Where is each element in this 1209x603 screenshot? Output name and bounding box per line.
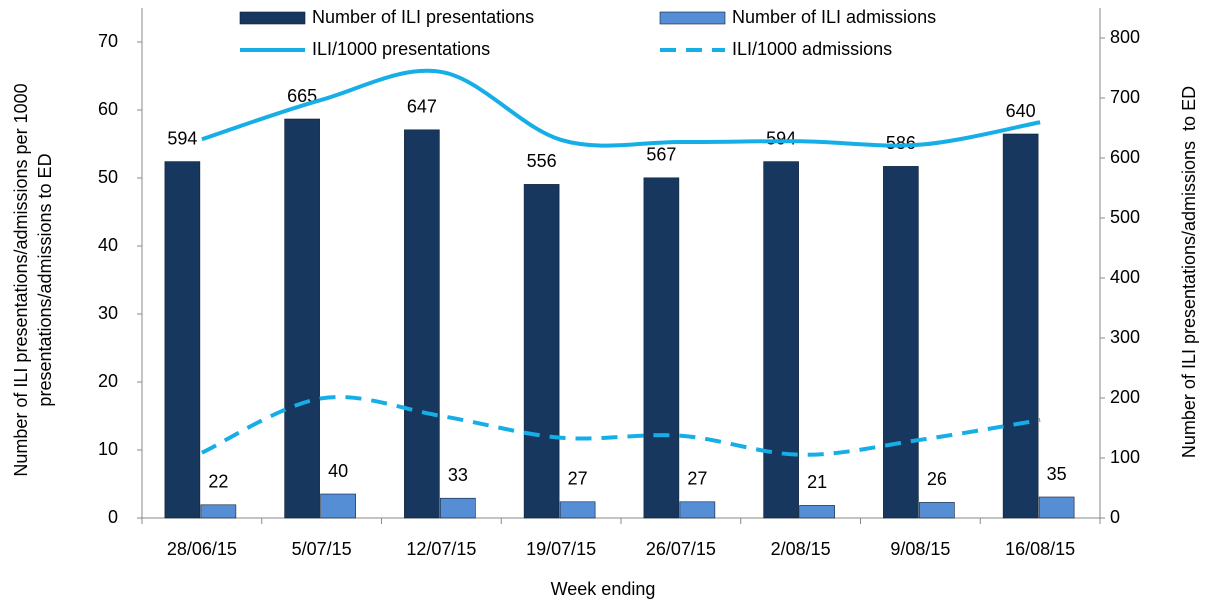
bar — [1038, 496, 1075, 519]
y-tick-label: 10 — [98, 439, 118, 459]
y-axis-title: Number of ILI presentations/admissions p… — [11, 83, 31, 476]
data-label: 40 — [328, 461, 348, 481]
y2-tick-label: 400 — [1110, 267, 1140, 287]
bar — [559, 501, 596, 519]
line — [201, 68, 1041, 148]
y2-tick-label: 800 — [1110, 27, 1140, 47]
data-label: 556 — [527, 151, 557, 171]
data-label: 567 — [646, 145, 676, 165]
bar — [404, 129, 440, 519]
data-label: 27 — [568, 469, 588, 489]
y2-tick-label: 200 — [1110, 387, 1140, 407]
data-label: 594 — [766, 128, 796, 148]
bar — [523, 184, 560, 519]
y-tick-label: 70 — [98, 31, 118, 51]
data-label: 22 — [208, 472, 228, 492]
bar — [1002, 133, 1039, 519]
y-tick-label: 0 — [108, 507, 118, 527]
data-label: 640 — [1006, 101, 1036, 121]
legend-label: Number of ILI admissions — [732, 7, 936, 27]
bar — [763, 161, 799, 519]
legend-label: ILI/1000 admissions — [732, 39, 892, 59]
data-label: 647 — [407, 97, 437, 117]
bar — [679, 501, 716, 519]
bar — [284, 118, 320, 519]
data-label: 33 — [448, 465, 468, 485]
x-tick-label: 9/08/15 — [890, 539, 950, 559]
y2-tick-label: 0 — [1110, 507, 1120, 527]
data-label: 21 — [807, 472, 827, 492]
y2-tick-label: 300 — [1110, 327, 1140, 347]
bar — [919, 502, 955, 519]
legend-label: Number of ILI presentations — [312, 7, 534, 27]
bar — [643, 177, 680, 519]
line — [201, 395, 1041, 457]
y-tick-label: 50 — [98, 167, 118, 187]
bar — [440, 497, 476, 519]
x-axis-title: Week ending — [551, 579, 656, 599]
y2-tick-label: 700 — [1110, 87, 1140, 107]
x-tick-label: 28/06/15 — [167, 539, 237, 559]
x-tick-label: 19/07/15 — [526, 539, 596, 559]
data-label: 586 — [886, 133, 916, 153]
x-tick-label: 12/07/15 — [406, 539, 476, 559]
y-axis-title: presentations/admissions to ED — [35, 153, 55, 406]
legend-swatch — [659, 11, 726, 25]
data-label: 27 — [687, 469, 707, 489]
legend-label: ILI/1000 presentations — [312, 39, 490, 59]
data-label: 594 — [167, 128, 197, 148]
x-tick-label: 26/07/15 — [646, 539, 716, 559]
data-label: 665 — [287, 86, 317, 106]
data-label: 26 — [927, 469, 947, 489]
bar — [164, 161, 201, 519]
bar — [883, 166, 919, 519]
y2-tick-label: 500 — [1110, 207, 1140, 227]
x-tick-label: 5/07/15 — [292, 539, 352, 559]
y2-tick-label: 100 — [1110, 447, 1140, 467]
bar — [320, 493, 356, 519]
y-tick-label: 20 — [98, 371, 118, 391]
x-tick-label: 2/08/15 — [771, 539, 831, 559]
y-tick-label: 40 — [98, 235, 118, 255]
data-label: 35 — [1047, 464, 1067, 484]
y-tick-label: 30 — [98, 303, 118, 323]
bar — [799, 505, 835, 519]
bar — [200, 504, 237, 519]
legend-swatch — [239, 11, 306, 25]
y2-axis-title: Number of ILI presentations/admissions t… — [1179, 86, 1199, 458]
y-tick-label: 60 — [98, 99, 118, 119]
x-tick-label: 16/08/15 — [1005, 539, 1075, 559]
y2-tick-label: 600 — [1110, 147, 1140, 167]
